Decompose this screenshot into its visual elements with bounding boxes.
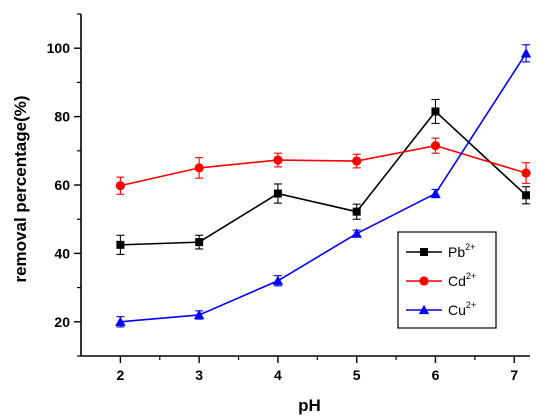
y-tick-label: 60 [54,177,70,193]
data-point-cd [430,141,441,151]
legend-marker-pb [420,248,428,256]
chart-plot-area [115,44,532,328]
series-line-pb [120,110,527,246]
data-point-cd [194,163,204,173]
data-point-cu [430,188,441,198]
x-tick-label: 6 [432,367,440,383]
chart-legend: Pb2+Cd2+Cu2+ [397,231,497,329]
series-cu [115,44,532,328]
data-point-cd [352,156,362,166]
x-axis-title: pH [298,396,321,415]
x-tick-label: 3 [195,367,203,383]
data-point-cd [521,168,531,178]
y-tick-label: 80 [54,109,70,125]
data-point-cu [115,316,126,326]
data-point-pb [431,107,440,116]
data-point-pb [352,207,361,216]
legend-marker-cd [419,276,429,286]
x-tick-label: 7 [510,367,518,383]
data-point-pb [273,189,282,198]
data-point-cu [351,228,362,238]
x-tick-label: 2 [116,367,124,383]
x-tick-label: 4 [274,367,282,383]
data-point-cd [115,181,125,191]
data-point-pb [522,191,531,200]
y-tick-label: 20 [54,314,70,330]
y-tick-label: 100 [47,40,71,56]
legend-superscript-cd: 2+ [466,271,476,281]
data-point-cd [273,155,283,165]
data-point-pb [195,238,204,247]
legend-superscript-pb: 2+ [465,242,475,252]
data-point-pb [116,240,125,249]
legend-marker-cu [418,304,430,315]
legend-box [397,231,497,329]
series-line-cu [120,52,527,323]
chart-ticks: 2 3 4 5 6 7 20 40 60 80 100 [47,13,518,383]
data-point-cu [520,48,532,58]
x-tick-label: 5 [353,367,361,383]
data-point-cu [272,275,284,285]
y-tick-label: 40 [54,245,70,261]
data-point-cu [193,309,205,320]
series-cd [115,137,531,195]
y-axis-title: removal percentage(%) [11,95,30,282]
legend-superscript-cu: 2+ [466,300,476,310]
series-pb [116,98,531,255]
series-line-cd [120,144,527,187]
